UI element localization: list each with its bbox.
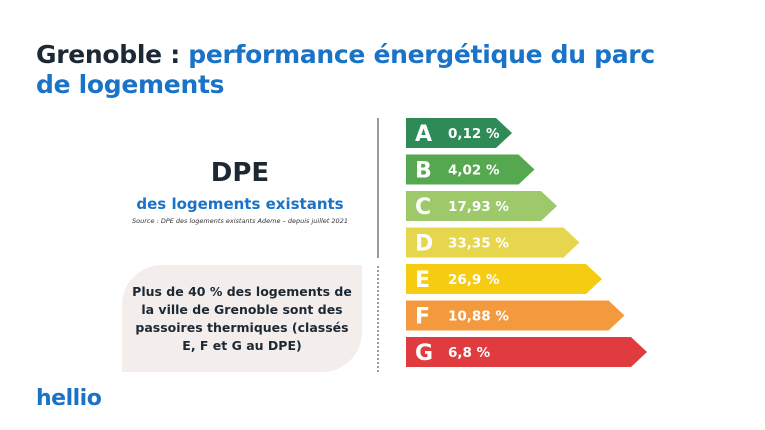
bar-g	[406, 337, 647, 367]
value-label-c: 17,93 %	[448, 199, 509, 215]
value-label-f: 10,88 %	[448, 309, 509, 325]
title-topic: performance énergétique du parc de logem…	[36, 40, 655, 99]
divider-solid	[377, 118, 379, 258]
class-letter-c: C	[415, 195, 431, 220]
dpe-source: Source : DPE des logements existants Ade…	[132, 217, 348, 225]
value-label-d: 33,35 %	[448, 236, 509, 252]
value-label-a: 0,12 %	[448, 126, 500, 142]
bar-e	[406, 264, 602, 294]
dpe-class-d: D 33,35 %	[406, 227, 580, 258]
page-title: Grenoble : performance énergétique du pa…	[36, 40, 656, 100]
divider-dotted	[377, 266, 379, 372]
dpe-class-b: B 4,02 %	[406, 154, 535, 185]
title-city: Grenoble :	[36, 40, 180, 69]
class-letter-d: D	[415, 232, 433, 257]
class-letter-g: G	[415, 341, 433, 366]
dpe-class-g: G 6,8 %	[406, 337, 647, 367]
class-letter-f: F	[415, 305, 430, 330]
callout-box: Plus de 40 % des logements de la ville d…	[122, 265, 362, 372]
dpe-legend: DPE des logements existants Source : DPE…	[130, 158, 350, 225]
value-label-b: 4,02 %	[448, 163, 500, 179]
value-label-e: 26,9 %	[448, 272, 500, 288]
callout-text: Plus de 40 % des logements de la ville d…	[132, 283, 352, 353]
hellio-logo: hellio	[36, 386, 102, 411]
class-letter-b: B	[415, 159, 432, 184]
dpe-class-a: A 0,12 %	[406, 118, 512, 148]
class-letter-e: E	[415, 268, 430, 293]
dpe-class-e: E 26,9 %	[406, 264, 602, 294]
dpe-class-c: C 17,93 %	[406, 191, 557, 221]
dpe-heading: DPE	[210, 158, 270, 188]
dpe-class-f: F 10,88 %	[406, 300, 625, 331]
bar-f	[406, 300, 625, 331]
bar-d	[406, 227, 580, 258]
bar-c	[406, 191, 557, 221]
bar-b	[406, 154, 535, 185]
bar-a	[406, 118, 512, 148]
class-letter-a: A	[415, 122, 432, 147]
dpe-subheading: des logements existants	[136, 195, 344, 213]
value-label-g: 6,8 %	[448, 345, 491, 361]
